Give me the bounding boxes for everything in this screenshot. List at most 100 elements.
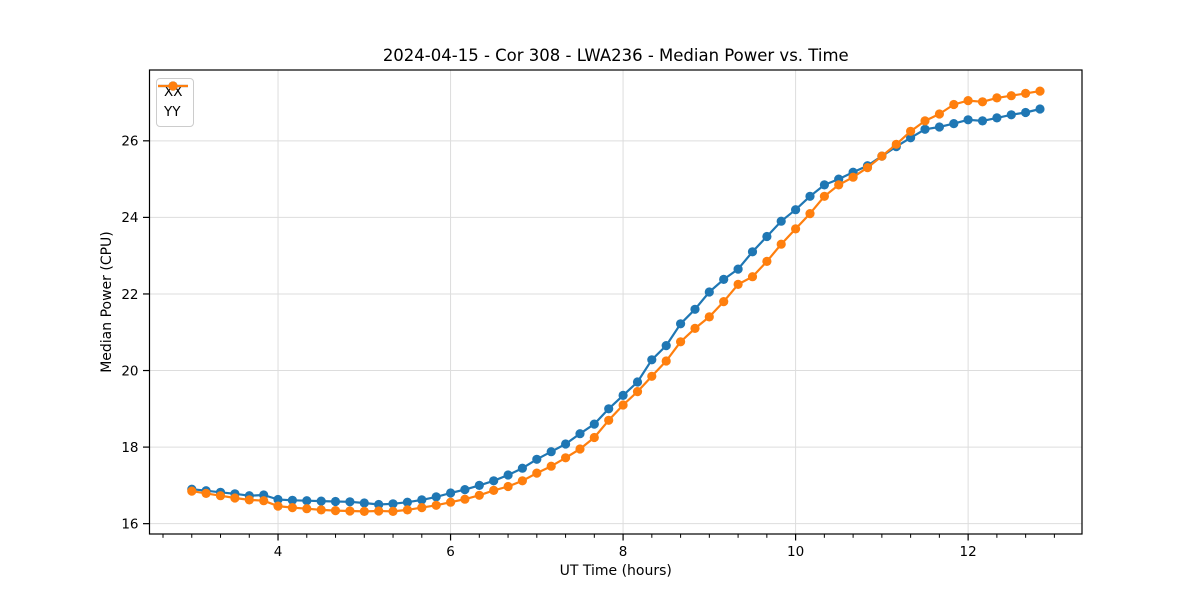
data-point-yy — [604, 415, 614, 425]
data-point-yy — [575, 444, 585, 454]
data-point-xx — [992, 113, 1002, 123]
data-point-yy — [244, 495, 254, 505]
data-point-xx — [546, 447, 556, 457]
series-markers-xx — [187, 104, 1045, 510]
data-point-yy — [302, 504, 312, 514]
data-point-yy — [345, 506, 355, 516]
y-tick-label: 16 — [121, 516, 138, 532]
data-point-xx — [776, 216, 786, 226]
data-point-yy — [517, 476, 528, 486]
data-point-xx — [503, 470, 513, 480]
data-point-yy — [647, 371, 657, 381]
data-point-yy — [690, 323, 700, 333]
data-point-yy — [503, 481, 513, 492]
data-point-yy — [906, 126, 916, 136]
data-point-yy — [417, 503, 427, 513]
series-lines — [187, 86, 1045, 516]
data-point-xx — [345, 497, 355, 507]
data-point-xx — [561, 439, 571, 449]
data-point-yy — [618, 400, 628, 410]
grid-lines — [149, 70, 1082, 534]
x-tick-label: 8 — [619, 544, 628, 560]
data-point-yy — [474, 490, 484, 500]
data-point-xx — [690, 304, 700, 314]
data-point-xx — [446, 488, 456, 498]
legend: XX YY — [156, 78, 194, 127]
data-point-yy — [661, 356, 671, 366]
y-tick-label: 26 — [121, 134, 138, 150]
data-point-yy — [834, 180, 844, 190]
y-tick-label: 18 — [121, 440, 138, 456]
data-point-yy — [374, 506, 384, 516]
data-point-xx — [632, 377, 643, 387]
data-point-xx — [402, 497, 412, 507]
data-point-yy — [402, 505, 412, 515]
data-point-yy — [719, 297, 729, 307]
data-point-yy — [1006, 91, 1016, 101]
data-point-xx — [676, 319, 686, 329]
data-point-yy — [949, 99, 959, 110]
legend-label: XX — [164, 84, 183, 100]
data-point-yy — [589, 432, 599, 443]
data-point-xx — [819, 180, 830, 190]
x-tick-label: 10 — [787, 544, 804, 560]
plot-border — [148, 69, 1083, 535]
data-point-yy — [330, 506, 341, 516]
x-tick-label: 4 — [274, 544, 283, 560]
legend-item-yy: YY — [158, 81, 188, 121]
data-point-xx — [388, 499, 398, 509]
data-point-yy — [446, 497, 456, 507]
data-point-xx — [489, 476, 499, 486]
x-axis-label: UT Time (hours) — [560, 563, 672, 579]
legend-line-marker-swatch — [158, 81, 188, 91]
data-point-xx — [330, 496, 341, 507]
data-point-yy — [762, 256, 772, 266]
data-point-yy — [819, 191, 830, 201]
data-point-xx — [762, 231, 772, 242]
data-point-xx — [359, 498, 369, 508]
data-point-yy — [431, 500, 441, 510]
data-point-xx — [604, 404, 614, 414]
data-point-yy — [259, 496, 269, 506]
data-point-yy — [187, 486, 197, 496]
y-tick-labels: 16 18 20 22 24 26 — [121, 134, 138, 533]
y-tick-label: 24 — [121, 210, 138, 226]
data-point-yy — [215, 491, 226, 501]
data-point-xx — [460, 485, 470, 495]
data-point-yy — [992, 93, 1002, 103]
data-point-yy — [388, 506, 398, 516]
data-point-xx — [589, 419, 599, 429]
legend-label: YY — [164, 104, 181, 120]
data-point-yy — [963, 96, 973, 106]
data-point-yy — [891, 139, 901, 149]
data-point-yy — [920, 116, 930, 126]
data-point-xx — [747, 247, 758, 257]
data-point-yy — [704, 312, 714, 322]
series-line-yy — [190, 90, 1042, 513]
series-markers-yy — [187, 86, 1045, 516]
data-point-yy — [359, 506, 369, 516]
y-axis-label: Median Power (CPU) — [99, 231, 115, 373]
data-point-yy — [733, 279, 743, 289]
data-point-xx — [417, 495, 427, 505]
data-point-yy — [316, 505, 326, 515]
chart-title: 2024-04-15 - Cor 308 - LWA236 - Median P… — [383, 46, 849, 65]
data-point-xx — [906, 133, 916, 143]
data-point-yy — [1021, 88, 1031, 98]
data-point-xx — [302, 496, 312, 506]
data-point-yy — [747, 272, 758, 282]
data-point-xx — [977, 116, 988, 126]
data-point-xx — [805, 191, 815, 201]
data-point-yy — [862, 163, 873, 173]
data-point-yy — [877, 151, 887, 161]
data-point-xx — [431, 492, 441, 502]
data-point-xx — [704, 287, 714, 297]
data-point-yy — [1035, 86, 1045, 96]
data-point-xx — [618, 390, 628, 400]
data-point-yy — [532, 468, 542, 478]
data-point-yy — [977, 97, 988, 107]
data-point-xx — [963, 115, 973, 125]
data-point-yy — [934, 109, 945, 119]
data-point-yy — [546, 461, 556, 471]
data-point-yy — [561, 453, 571, 463]
